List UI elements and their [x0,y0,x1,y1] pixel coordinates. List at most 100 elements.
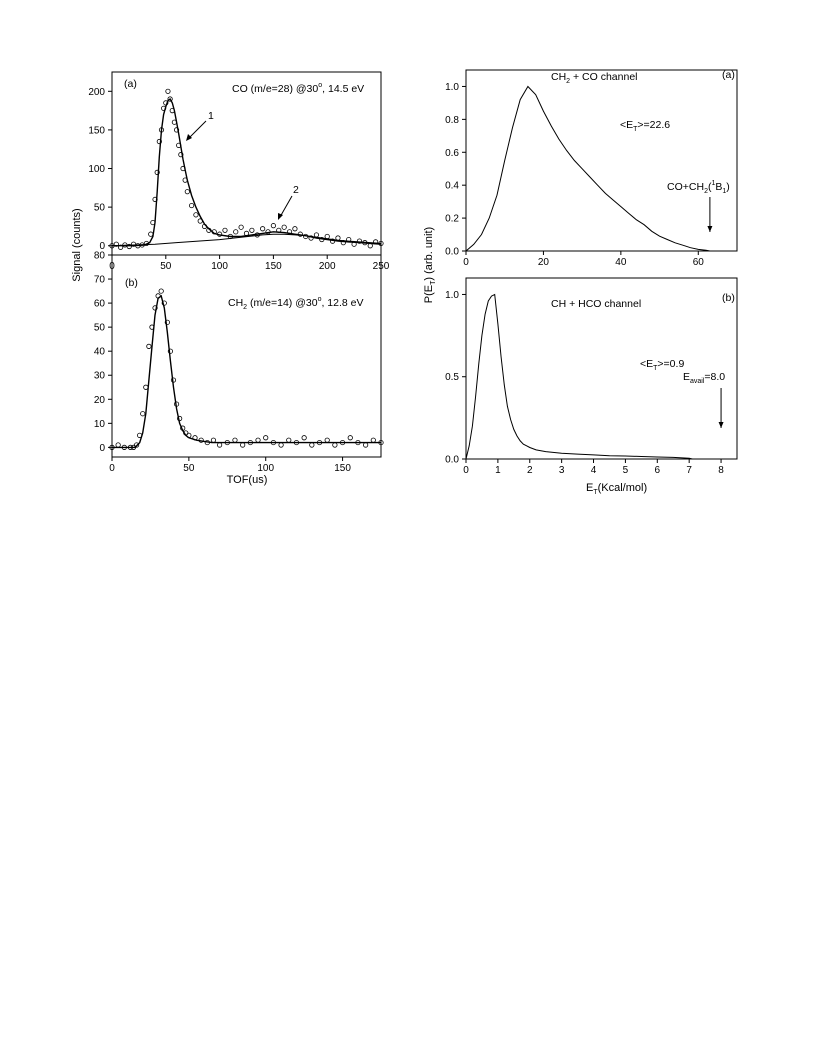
pet-xlabel-post: (Kcal/mol) [598,482,648,494]
pet-a-limit-bsub: 1 [722,188,726,195]
pet-b-x-tick-label: 2 [527,465,533,476]
tof-b-data-point [347,435,353,441]
pet-b-plot-layer: 0 1 2 3 4 5 6 7 8 0.0 0.5 1.0 [445,290,724,476]
tof-b-frame [111,254,382,458]
tof-b-x-tick-label: 100 [257,463,274,474]
tof-a-y-tick-label: 100 [88,164,105,175]
pet-a-y-tick-label: 0.6 [445,148,459,159]
tof-a-data-point [335,235,341,241]
pet-b-y-tick-label: 1.0 [445,290,459,301]
pet-xlabel-sub: T [593,489,598,496]
tof-a-title-energy: , 14.5 eV [322,83,364,95]
pet-a-limit-sub: 2 [704,188,708,195]
tof-b-data-point [115,442,121,448]
tof-a-series-line-2 [111,233,382,247]
tof-a-data-point [154,169,160,175]
tof-b-y-tick-label: 80 [94,251,106,262]
pet-b-x-tick-label: 1 [495,465,501,476]
tof-b-data-point [263,435,269,441]
tof-b-y-tick-label: 20 [94,395,106,406]
pet-a-et-pre: <E [620,119,633,131]
pet-a-y-tick-label: 1.0 [445,82,459,93]
pet-b-y-tick-label: 0.0 [445,455,459,466]
pet-b-x-tick-label: 4 [591,465,597,476]
tof-a-arrowhead-1 [186,134,192,141]
pet-a-x-tick-label: 0 [463,257,469,268]
pet-b-series-line-0 [465,293,693,460]
tof-a-frame [111,71,382,256]
tof-a-y-tick-label: 0 [99,241,105,252]
pet-b-avail-sub: avail [690,378,705,385]
tof-a-y-tick-label: 50 [94,203,106,214]
tof-b-data-point [332,442,338,448]
pet-a-limit-open: ( [708,181,712,193]
tof-b-y-tick-label: 10 [94,419,106,430]
tof-b-title-mid: (m/e=14) @30 [247,297,318,309]
pet-ylabel-post: ) (arb. unit) [423,227,435,281]
pet-b-x-tick-label: 8 [718,465,724,476]
tof-b-y-tick-label: 60 [94,299,106,310]
pet-a-limit-close: ) [726,181,730,193]
tof-b-data-point [370,437,376,443]
pet-b-mean-energy: <ET>=0.9 [640,358,684,372]
pet-a-y-tick-label: 0.8 [445,115,459,126]
tof-a-data-point [156,138,162,145]
pet-xlabel-pre: E [586,482,593,494]
tof-a-data-point [313,232,320,238]
pet-b-x-tick-label: 5 [623,465,629,476]
tof-a-y-tick-label: 200 [88,87,105,98]
pet-b-avail-pre: E [683,371,690,383]
tof-a-data-point [165,88,171,94]
tof-a-series-line-1 [112,97,382,247]
tof-b-x-tick-label: 150 [334,463,351,474]
tof-b-y-tick-label: 50 [94,323,106,334]
tof-b-y-tick-label: 30 [94,371,106,382]
tof-a-panel-label: (a) [124,78,137,90]
tof-b-data-point [133,442,140,448]
tof-a-data-point [281,224,287,230]
pet-a-title: CH2 + CO channel [551,71,638,85]
tof-a-data-point [167,96,173,102]
tof-b-data-point [278,442,284,448]
tof-b-y-tick-label: 40 [94,347,106,358]
pet-a-limit-arrowhead [707,226,713,232]
pet-a-plot-layer: 0 20 40 60 0.0 0.2 0.4 0.6 0.8 1.0 [445,82,713,268]
pet-a-limit-sup: 1 [711,180,715,187]
tof-a-data-point [173,127,180,133]
pet-a-frame [465,69,738,252]
pet-a-y-tick-label: 0.2 [445,214,459,225]
pet-a-limit-label: CO+CH2(1B1) [667,180,730,195]
tof-a-arrow-2 [279,195,293,218]
pet-a-panel-label: (a) [722,69,735,81]
pet-b-avail-post: =8.0 [704,371,725,383]
pet-b-x-tick-label: 7 [686,465,692,476]
tof-b-series-line-1 [112,294,381,449]
tof-a-arrowhead-2 [278,213,283,220]
tof-b-data-point [363,442,369,448]
tof-a-data-point [178,152,184,158]
tof-b-data-point [140,411,146,417]
tof-b-data-point [158,288,164,294]
pet-a-series-line-0 [465,85,710,252]
tof-a-data-point [148,231,154,237]
pet-y-axis-label: P(ET) (arb. unit) [423,227,437,303]
tof-b-y-tick-label: 0 [99,443,105,454]
pet-b-x-tick-label: 0 [463,465,469,476]
tof-b-data-point [309,442,315,448]
pet-a-mean-energy: <ET>=22.6 [620,119,670,133]
pet-ylabel-sub: T [430,280,437,285]
tof-a-data-point [233,229,239,235]
tof-b-data-point [217,442,223,448]
tof-a-title-main: CO (m/e=28) @30 [232,83,318,95]
tof-b-x-tick-label: 50 [183,463,195,474]
tof-b-y-tick-label: 70 [94,275,106,286]
pet-a-limit-b: B [715,181,722,193]
tof-x-axis-label: TOF(us) [227,474,268,486]
tof-a-data-point [260,226,266,232]
pet-a-et-sub: T [633,126,638,133]
pet-ylabel-pre: P(E [423,285,435,303]
pet-a-x-tick-label: 60 [693,257,705,268]
tof-b-data-point [164,319,170,325]
